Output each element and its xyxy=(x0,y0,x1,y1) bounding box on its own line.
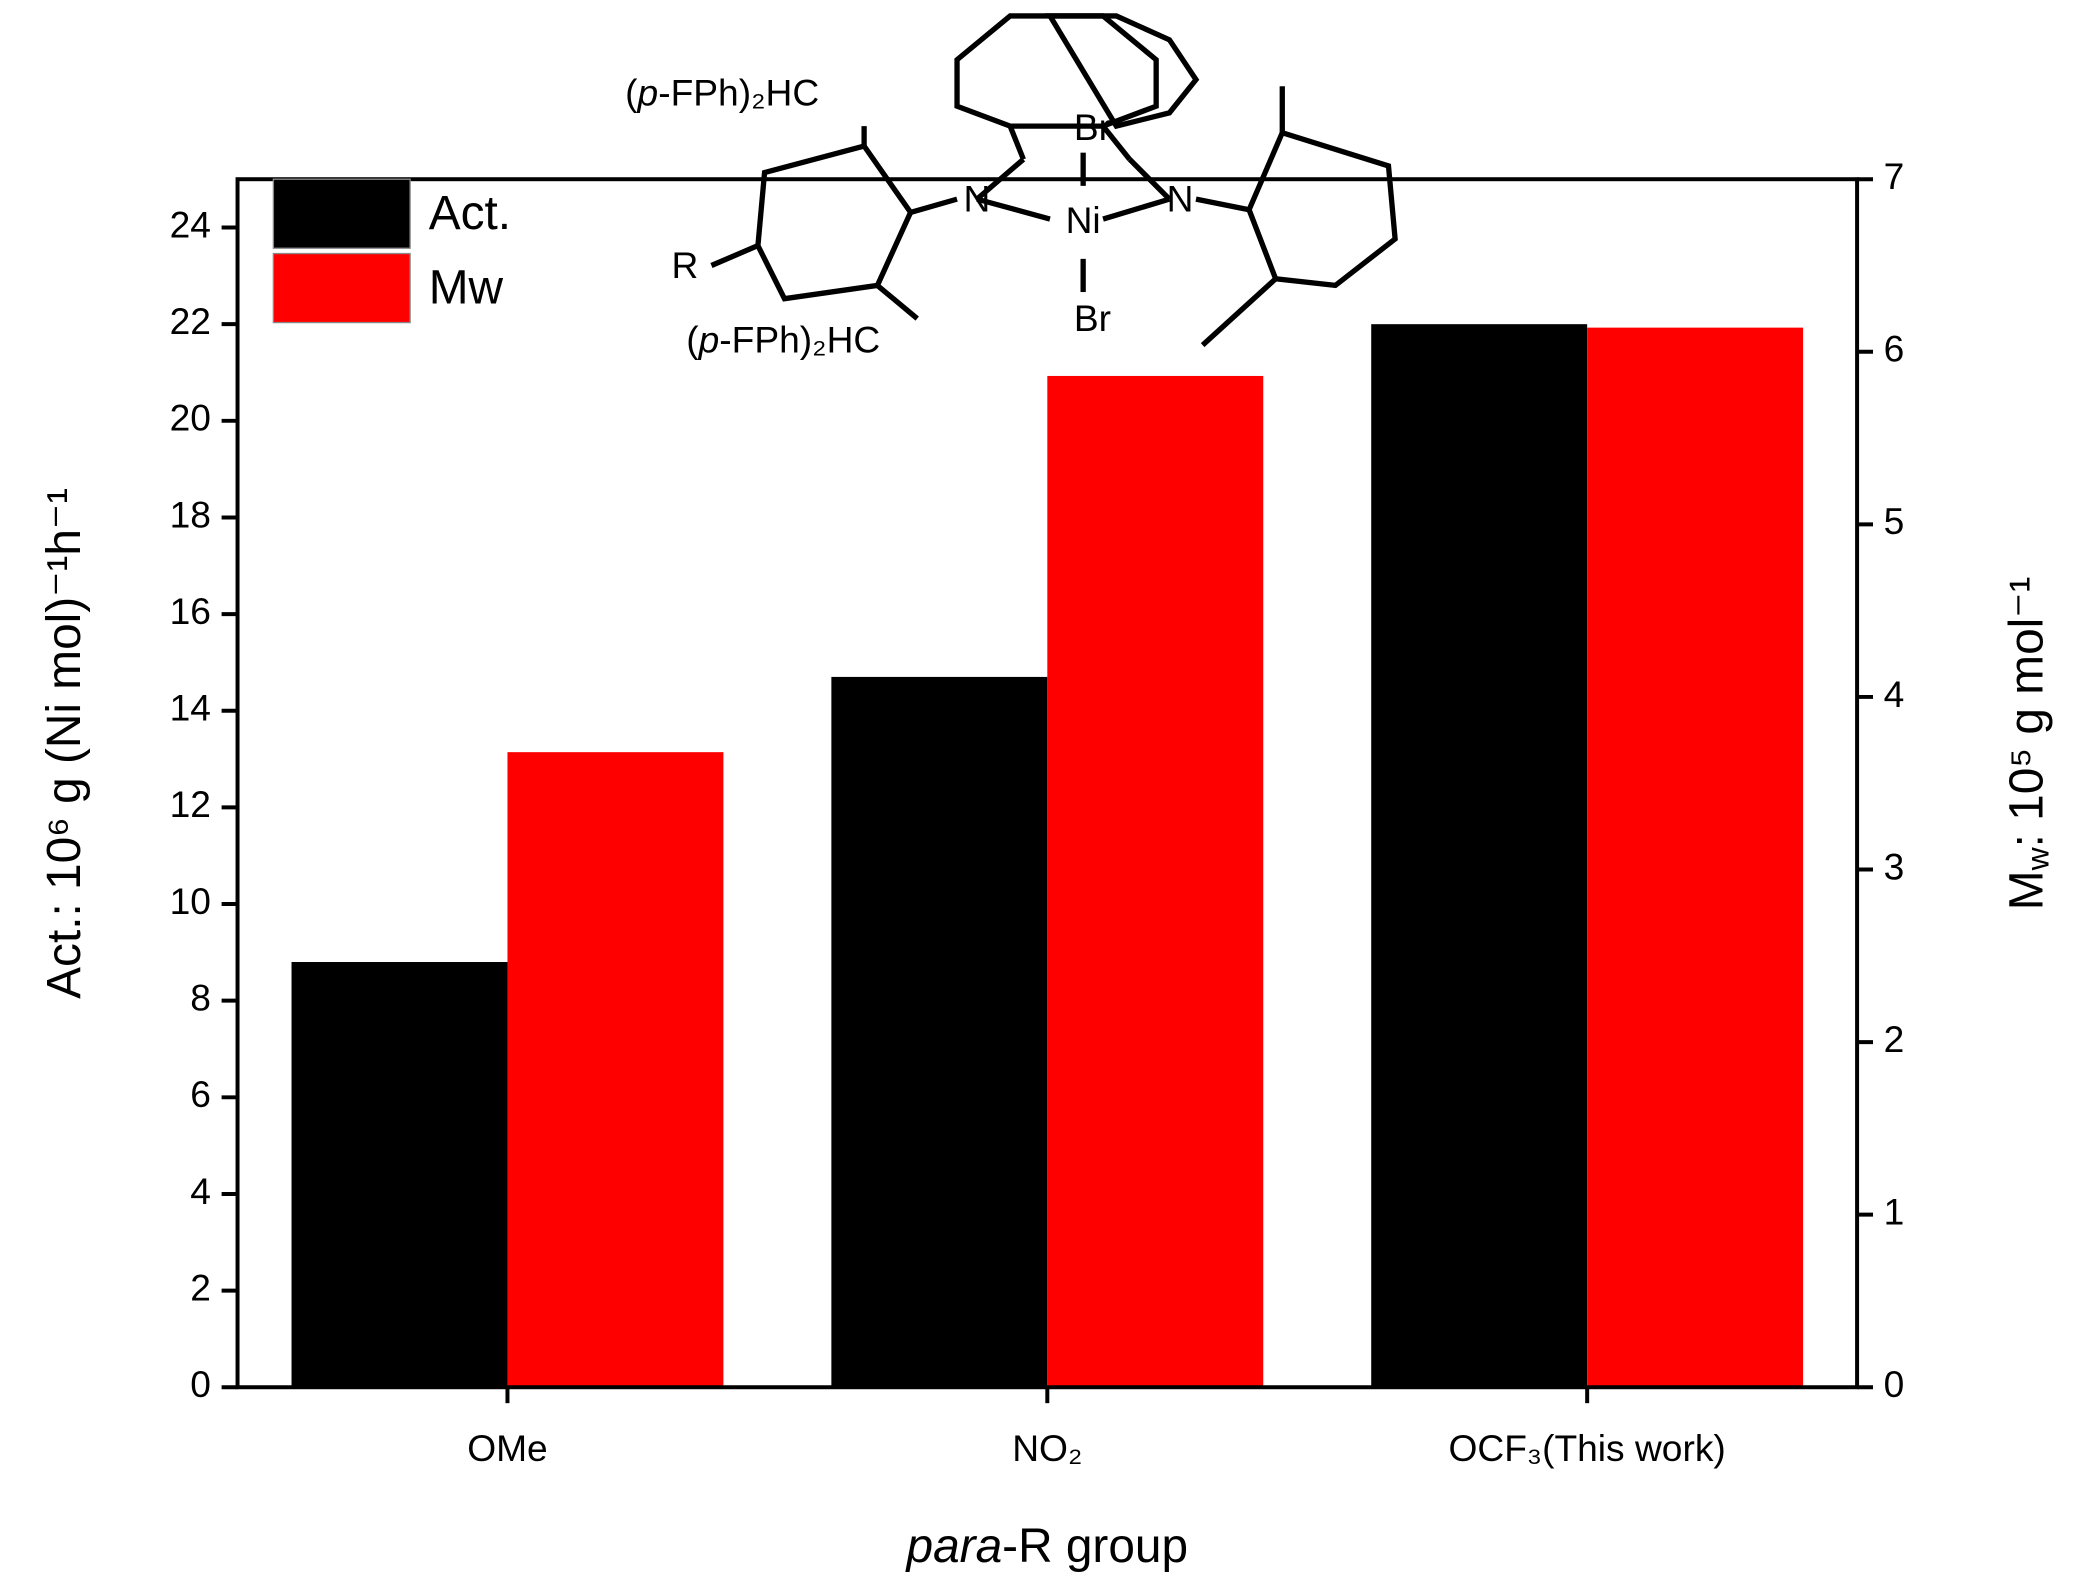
legend-label: Act. xyxy=(429,187,511,240)
label-part: -R group xyxy=(1002,1520,1188,1573)
substituent-bottom: (p-FPh)₂HC xyxy=(686,318,880,360)
bar xyxy=(291,962,508,1388)
x-tick-label: NO₂ xyxy=(1012,1427,1082,1469)
y-tick-label: 22 xyxy=(170,300,211,342)
x-axis-label: para-R group xyxy=(905,1520,1189,1573)
label-part: para xyxy=(905,1520,1003,1573)
label-part: M xyxy=(2000,870,2053,910)
y-tick-label: 10 xyxy=(170,880,211,922)
y-tick-label: 4 xyxy=(190,1170,211,1212)
y-tick-label: 24 xyxy=(170,203,211,245)
structure-drawing xyxy=(710,13,1398,348)
label-part: ( xyxy=(625,71,638,113)
label-part: : 10⁵ g mol⁻¹ xyxy=(2000,577,2053,848)
metal-label: Ni xyxy=(1066,199,1101,241)
y-tick-label: 14 xyxy=(170,687,211,729)
y2-tick-label: 3 xyxy=(1884,845,1905,887)
label-part: -FPh)₂HC xyxy=(658,71,819,113)
label-part: p xyxy=(698,318,720,360)
legend-swatch xyxy=(272,178,411,249)
legend-swatch xyxy=(272,252,411,324)
y2-tick-label: 5 xyxy=(1884,500,1905,542)
n-label: N xyxy=(1167,178,1194,220)
label-part: w xyxy=(2020,846,2056,871)
y-tick-label: 0 xyxy=(190,1363,211,1405)
bar xyxy=(507,752,724,1388)
br-label: Br xyxy=(1074,106,1111,148)
x-tick-label: OCF₃(This work) xyxy=(1449,1427,1726,1469)
y2-tick-label: 6 xyxy=(1884,328,1905,370)
label-part: -FPh)₂HC xyxy=(719,318,880,360)
bar xyxy=(1587,327,1804,1388)
y2-tick-label: 0 xyxy=(1884,1363,1905,1405)
legend-label: Mw xyxy=(429,261,504,314)
x-tick-label: OMe xyxy=(467,1427,548,1469)
n-label: N xyxy=(964,178,991,220)
y-tick-label: 20 xyxy=(170,397,211,439)
y2-tick-label: 2 xyxy=(1884,1018,1905,1060)
r-label: R xyxy=(671,244,698,286)
y-tick-label: 16 xyxy=(170,590,211,632)
substituent-top: (p-FPh)₂HC xyxy=(625,71,819,113)
y-tick-label: 12 xyxy=(170,783,211,825)
y-tick-label: 8 xyxy=(190,976,211,1018)
y2-tick-label: 4 xyxy=(1884,673,1905,715)
y-tick-label: 2 xyxy=(190,1266,211,1308)
label-part: ( xyxy=(686,318,699,360)
br-label: Br xyxy=(1074,297,1111,339)
bar xyxy=(1047,375,1264,1388)
y2-tick-label: 1 xyxy=(1884,1190,1905,1232)
y-axis-label: Act.: 10⁶ g (Ni mol)⁻¹h⁻¹ xyxy=(38,488,91,999)
y2-tick-label: 7 xyxy=(1884,155,1905,197)
label-part: p xyxy=(637,71,659,113)
bar xyxy=(831,676,1048,1388)
bar xyxy=(1371,324,1588,1388)
y-tick-label: 6 xyxy=(190,1073,211,1115)
y-tick-label: 18 xyxy=(170,493,211,535)
y2-axis-label: Mw: 10⁵ g mol⁻¹ xyxy=(2000,577,2055,911)
